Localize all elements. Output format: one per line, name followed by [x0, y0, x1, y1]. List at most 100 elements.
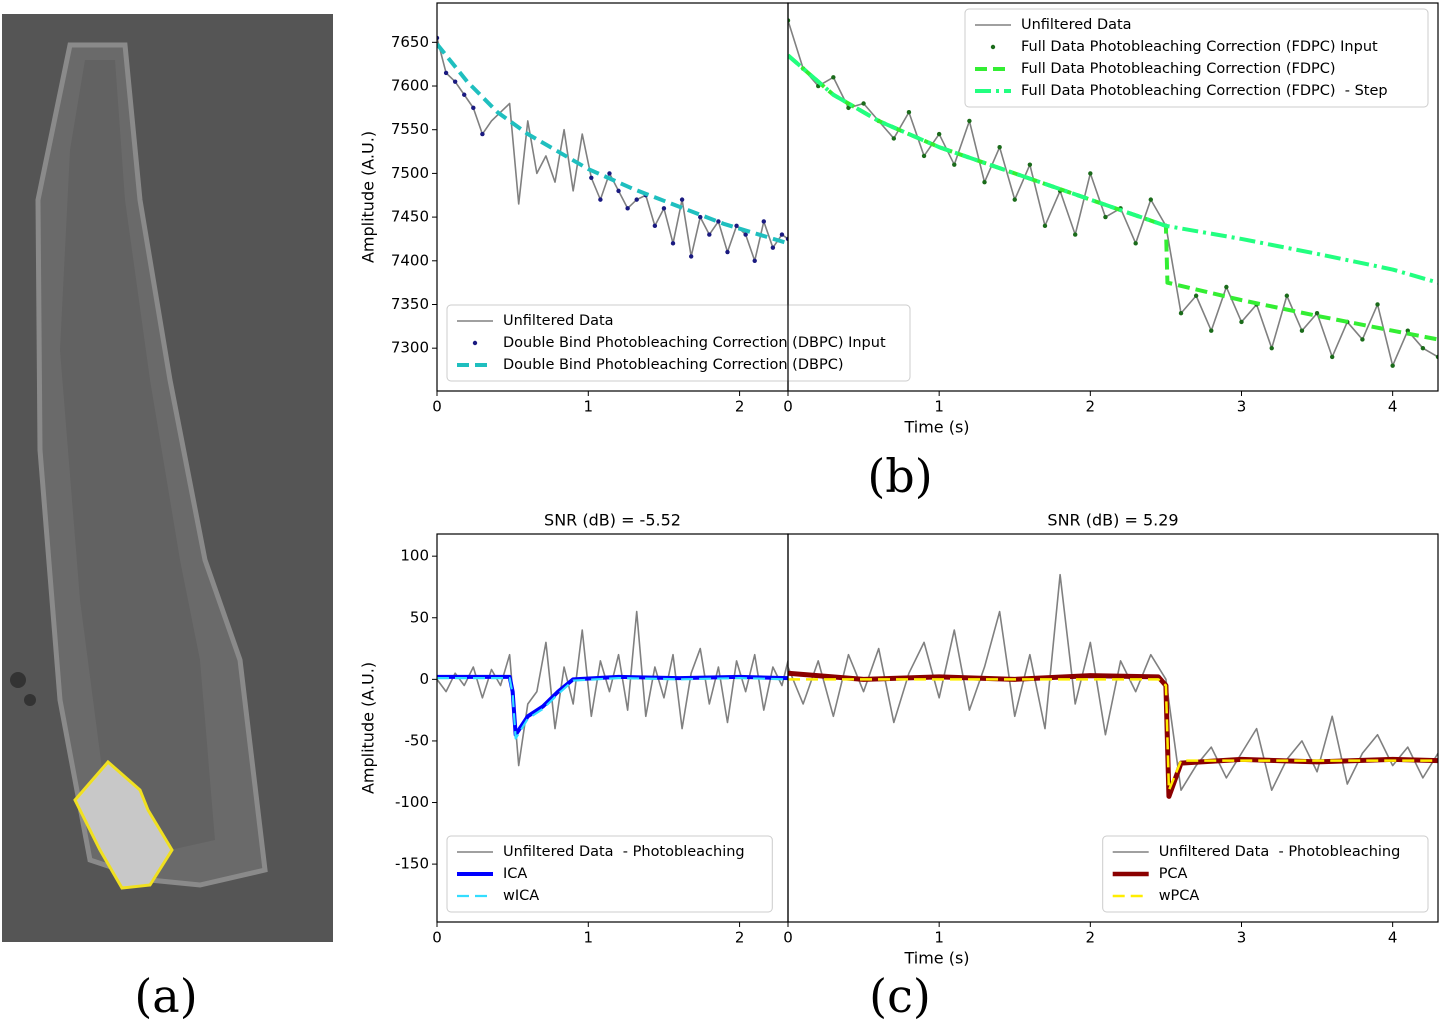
x-tick-label: 1 — [584, 398, 594, 416]
data-point — [1027, 162, 1033, 167]
y-tick-label: 0 — [419, 670, 429, 688]
data-point — [598, 197, 603, 202]
legend-label: Full Data Photobleaching Correction (FDP… — [1021, 39, 1378, 55]
x-tick-label: 3 — [1237, 929, 1247, 947]
legend-label: PCA — [1159, 866, 1188, 882]
data-point — [1420, 345, 1426, 351]
x-axis-label: Time (s) — [903, 418, 969, 437]
chart: 0 1 2 3 4 SNR (dB) = 5.29 Time (s) Unfiltered D… — [783, 511, 1439, 968]
x-tick-label: 2 — [735, 929, 745, 947]
legend-label: wPCA — [1159, 888, 1200, 904]
x-tick-label: 0 — [783, 929, 793, 947]
series-line — [788, 53, 1438, 285]
y-tick-label: 7350 — [391, 295, 429, 313]
data-point — [707, 232, 712, 237]
series-line — [788, 678, 1438, 792]
y-tick-label: -100 — [395, 793, 429, 811]
data-point — [452, 79, 458, 84]
data-point — [725, 249, 730, 255]
data-point — [1103, 214, 1108, 220]
legend-box — [964, 8, 1429, 108]
y-tick-label: -150 — [395, 855, 429, 873]
x-tick-label: 4 — [1388, 398, 1398, 416]
data-point — [831, 75, 836, 80]
data-point — [698, 214, 703, 220]
y-tick-label: 100 — [400, 547, 429, 565]
chart-title: SNR (dB) = -5.52 — [544, 511, 681, 530]
y-tick-label: 7550 — [391, 120, 429, 138]
legend-box — [446, 304, 911, 382]
cell-inner — [60, 60, 215, 850]
legend-swatch — [990, 44, 996, 50]
chart: 0 1 2 7300 7350 7400 7450 7500 7550 7600 7650 Ampli… — [359, 2, 911, 416]
data-point — [761, 219, 766, 224]
panel-label: (b) — [867, 449, 932, 503]
data-point — [1073, 232, 1078, 237]
y-tick-label: 50 — [410, 608, 429, 626]
legend-label: wICA — [503, 888, 539, 904]
x-tick-label: 2 — [735, 398, 745, 416]
legend-label: Full Data Photobleaching Correction (FDP… — [1021, 61, 1336, 77]
data-point — [779, 232, 785, 237]
legend-swatch — [472, 340, 478, 346]
x-tick-label: 0 — [432, 929, 442, 947]
legend-label: ICA — [503, 866, 527, 882]
panel-label: (c) — [869, 969, 931, 1023]
data-point — [1133, 241, 1138, 246]
data-point — [607, 171, 612, 176]
legend: Unfiltered Data Full Data Photobleaching … — [964, 8, 1429, 108]
legend: Unfiltered Data Double Bind Photobleachin… — [446, 304, 911, 382]
data-point — [752, 258, 757, 263]
legend-box — [446, 835, 773, 913]
legend-label: Double Bind Photobleaching Correction (D… — [503, 335, 886, 351]
data-point — [1314, 311, 1320, 316]
y-tick-label: 7300 — [391, 339, 429, 357]
y-tick-label: 7600 — [391, 77, 429, 95]
x-tick-label: 3 — [1237, 398, 1247, 416]
y-tick-label: -50 — [405, 731, 430, 749]
series-line — [788, 573, 1438, 791]
x-tick-label: 0 — [783, 398, 793, 416]
data-point — [1284, 293, 1290, 298]
data-point — [670, 241, 676, 246]
x-tick-label: 1 — [584, 929, 594, 947]
data-point — [1375, 302, 1380, 307]
y-axis-label: Amplitude (A.U.) — [359, 662, 378, 794]
x-axis-label: Time (s) — [903, 949, 969, 968]
chart: 0 1 2 -150 -100 -50 0 50 100 SNR (dB) = -5.52 Ampl… — [359, 511, 789, 947]
data-point — [1193, 293, 1199, 298]
legend-label: Double Bind Photobleaching Correction (D… — [503, 357, 843, 373]
y-tick-label: 7450 — [391, 208, 429, 226]
data-point — [1239, 319, 1244, 325]
data-point — [661, 206, 667, 211]
data-point — [952, 162, 957, 167]
data-point — [471, 105, 476, 111]
x-tick-label: 0 — [432, 398, 442, 416]
cell-image — [2, 14, 333, 942]
plot-area — [788, 573, 1438, 799]
legend: Unfiltered Data - Photobleaching PCA wPCA — [1102, 835, 1429, 913]
roi — [73, 759, 174, 890]
data-point — [679, 197, 685, 202]
data-point — [734, 223, 739, 229]
x-tick-label: 1 — [934, 929, 944, 947]
data-point — [1329, 354, 1335, 360]
legend-label: Unfiltered Data — [1021, 17, 1132, 33]
axes-frame — [787, 2, 1439, 392]
data-point — [891, 136, 897, 141]
series-line — [788, 670, 1438, 799]
x-tick-label: 1 — [934, 398, 944, 416]
legend-label: Unfiltered Data — [503, 313, 614, 329]
data-point — [616, 188, 621, 194]
data-point — [1269, 345, 1274, 351]
y-tick-label: 7500 — [391, 164, 429, 182]
data-point — [906, 110, 912, 115]
data-point — [997, 144, 1002, 150]
panel-label: (a) — [134, 969, 197, 1023]
plot-area — [788, 18, 1438, 368]
data-point — [921, 153, 927, 159]
data-point — [1299, 328, 1305, 333]
data-point — [967, 118, 972, 124]
plot-area — [437, 35, 788, 263]
debris — [24, 694, 36, 706]
